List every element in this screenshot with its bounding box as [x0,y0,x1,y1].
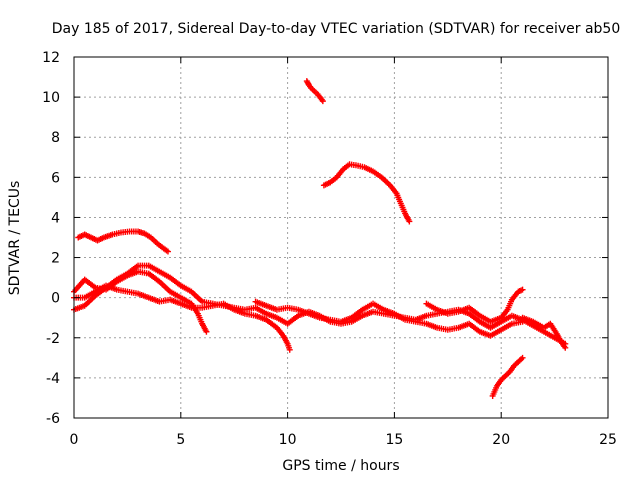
x-tick-label: 20 [492,432,510,448]
series-arc-g [71,282,293,353]
series-arc-h [252,298,526,339]
y-axis-label: SDTVAR / TECUs [7,181,23,296]
series-arc-j [519,314,569,351]
data-point [203,328,210,335]
data-point [519,354,526,361]
x-tick-label: 0 [70,432,79,448]
axis-ticks: 0 5 10 15 20 25 -6 -4 -2 0 2 4 6 8 10 12 [42,50,617,448]
y-tick-label: 12 [42,50,60,66]
y-tick-label: 2 [51,251,60,267]
x-tick-label: 15 [385,432,403,448]
data-point [319,98,326,105]
y-tick-label: 6 [51,170,60,186]
series-arc-a [75,228,171,255]
plot-frame [73,56,609,419]
grid-lines [74,57,608,418]
series-arc-b [303,78,326,105]
y-tick-label: 8 [51,130,60,146]
y-tick-label: -2 [46,331,60,347]
x-tick-label: 5 [176,432,185,448]
data-point [286,346,293,353]
series-arc-c [320,161,413,225]
y-tick-label: 10 [42,90,60,106]
x-tick-label: 25 [599,432,617,448]
data-point [164,248,171,255]
y-tick-label: 4 [51,210,60,226]
series-arc-d [489,354,526,399]
chart-title: Day 185 of 2017, Sidereal Day-to-day VTE… [52,21,621,37]
data-point [519,286,526,293]
series-arc-i [423,286,526,325]
y-tick-label: -4 [46,371,60,387]
x-tick-label: 10 [279,432,297,448]
data-point [562,344,569,351]
x-axis-label: GPS time / hours [282,458,399,474]
data-point [406,218,413,225]
data-points [71,78,569,399]
y-tick-label: 0 [51,291,60,307]
y-tick-label: -6 [46,411,60,427]
